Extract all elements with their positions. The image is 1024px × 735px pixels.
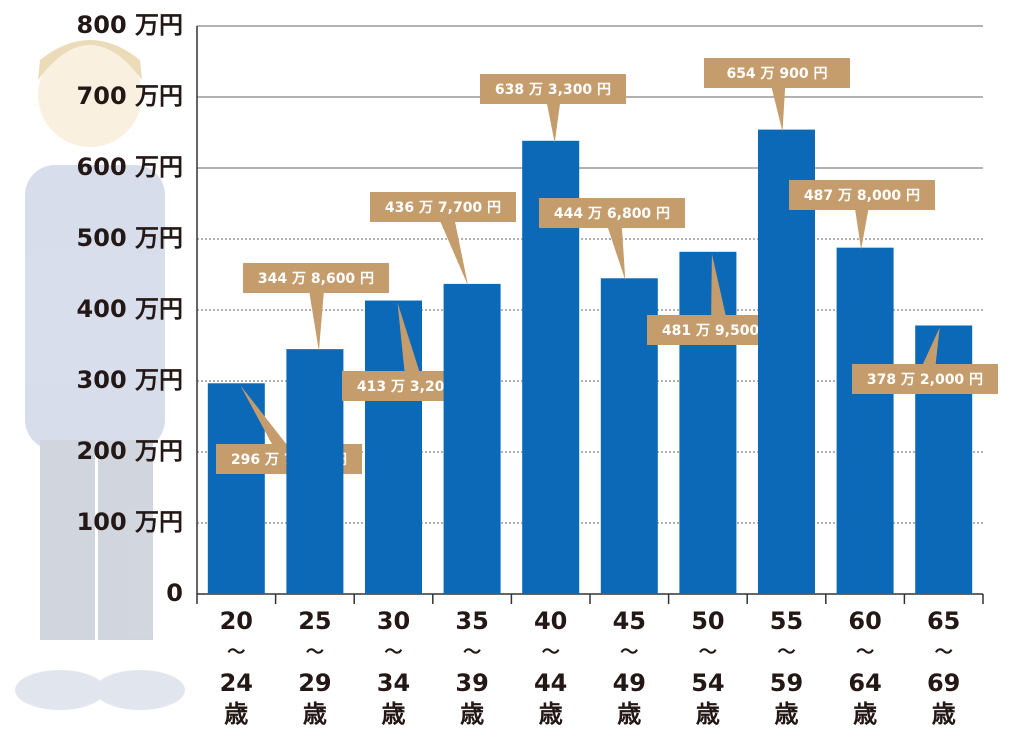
value-label: 444 万 6,800 円 <box>554 206 670 222</box>
y-tick-label: 800 万円 <box>77 11 183 39</box>
callout-pointer <box>240 385 298 459</box>
value-label: 344 万 8,600 円 <box>258 271 374 287</box>
callout-pointer <box>603 213 626 281</box>
x-tick-label: 30 〜 34 歳 <box>377 607 410 728</box>
x-tick-label: 45 〜 49 歳 <box>613 607 646 728</box>
x-tick-label: 25 〜 29 歳 <box>298 607 331 728</box>
x-tick-label: 40 〜 44 歳 <box>534 607 567 728</box>
bar <box>443 283 501 594</box>
y-tick-label: 500 万円 <box>77 224 183 252</box>
value-label: 654 万 900 円 <box>726 66 827 82</box>
y-tick-label: 600 万円 <box>77 153 183 181</box>
bar <box>286 349 344 594</box>
y-tick-label: 100 万円 <box>77 508 183 536</box>
value-label-box <box>704 58 850 88</box>
callout-pointer <box>307 278 325 352</box>
x-tick-label: 50 〜 54 歳 <box>691 607 724 728</box>
bar <box>836 247 894 595</box>
value-label-box <box>243 263 389 293</box>
value-label-box <box>789 180 935 210</box>
x-tick-label: 55 〜 59 歳 <box>770 607 803 728</box>
value-label: 378 万 2,000 円 <box>867 372 983 388</box>
value-label: 481 万 9,500 円 <box>662 323 778 339</box>
y-tick-label: 400 万円 <box>77 295 183 323</box>
value-label-box <box>539 198 685 228</box>
y-tick-label: 0 <box>166 579 183 607</box>
person-illustration <box>15 40 185 710</box>
x-tick-label: 20 〜 24 歳 <box>220 607 253 728</box>
value-label: 487 万 8,000 円 <box>804 188 920 204</box>
y-tick-label: 200 万円 <box>77 437 183 465</box>
bar <box>207 383 265 594</box>
value-label-box <box>370 192 516 222</box>
y-tick-label: 300 万円 <box>77 366 183 394</box>
callout-pointer <box>434 207 469 286</box>
bar <box>365 300 422 594</box>
x-tick-label: 35 〜 39 歳 <box>455 607 488 728</box>
y-tick-label: 700 万円 <box>77 82 183 110</box>
bar <box>679 251 737 595</box>
value-label-box <box>480 74 626 104</box>
value-label: 436 万 7,700 円 <box>385 200 501 216</box>
x-tick-label: 60 〜 64 歳 <box>848 607 881 728</box>
x-tick-label: 65 〜 69 歳 <box>927 607 960 728</box>
value-label: 638 万 3,300 円 <box>495 82 611 98</box>
value-label-box <box>852 364 998 394</box>
callout-pointer <box>711 253 729 330</box>
callout-pointer <box>397 302 424 386</box>
